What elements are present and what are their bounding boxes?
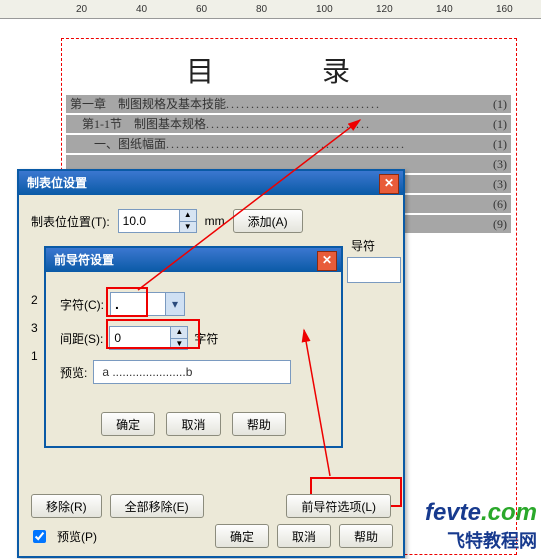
ok-button[interactable]: 确定: [101, 412, 155, 436]
chevron-down-icon[interactable]: ▾: [165, 293, 184, 315]
help-button[interactable]: 帮助: [232, 412, 286, 436]
help-button[interactable]: 帮助: [339, 524, 393, 548]
dialog-title: 前导符设置: [54, 253, 114, 267]
toc-row[interactable]: 第1-1节 制图基本规格............................…: [66, 115, 511, 133]
list-item[interactable]: 3: [31, 321, 38, 335]
spacing-label: 间距(S):: [60, 330, 103, 347]
toc-page: (6): [493, 195, 507, 213]
spacing-spinner[interactable]: ▲▼: [109, 326, 188, 350]
char-input[interactable]: [111, 293, 165, 315]
leader-group-label: 导符: [351, 237, 375, 254]
dialog-titlebar[interactable]: 制表位设置 ✕: [19, 171, 403, 195]
char-select[interactable]: ▾: [110, 292, 185, 316]
dialog-titlebar[interactable]: 前导符设置 ✕: [46, 248, 341, 272]
toc-page: (1): [493, 135, 507, 153]
remove-all-button[interactable]: 全部移除(E): [110, 494, 204, 518]
leader-settings-dialog: 前导符设置 ✕ 字符(C): ▾ 间距(S): ▲▼ 字符 预览:: [44, 246, 343, 448]
spin-down-icon[interactable]: ▼: [179, 221, 196, 233]
watermark: fevte.com 飞特教程网: [425, 499, 537, 553]
unit-label: mm: [205, 214, 225, 228]
ruler: 20 40 60 80 100 120 140 160: [0, 0, 541, 19]
toc-dots: ........................................…: [166, 135, 493, 153]
dialog-title: 制表位设置: [27, 176, 87, 190]
toc-text: 第一章 制图规格及基本技能: [70, 95, 226, 113]
toc-text: 一、图纸幅面: [70, 135, 166, 153]
list-item[interactable]: 1: [31, 349, 38, 363]
tab-position-spinner[interactable]: ▲▼: [118, 209, 197, 233]
ruler-tick: 160: [496, 4, 513, 15]
toc-page: (9): [493, 215, 507, 233]
toc-row[interactable]: 一、图纸幅面..................................…: [66, 135, 511, 153]
ruler-tick: 120: [376, 4, 393, 15]
tab-position-input[interactable]: [119, 210, 179, 232]
ruler-tick: 40: [136, 4, 147, 15]
leader-options-button[interactable]: 前导符选项(L): [286, 494, 391, 518]
preview-box: a ......................b: [93, 360, 291, 384]
ruler-tick: 20: [76, 4, 87, 15]
spin-up-icon[interactable]: ▲: [179, 210, 196, 221]
ok-button[interactable]: 确定: [215, 524, 269, 548]
ruler-tick: 100: [316, 4, 333, 15]
cancel-button[interactable]: 取消: [166, 412, 220, 436]
spacing-input[interactable]: [110, 327, 170, 349]
ruler-tick: 140: [436, 4, 453, 15]
toc-dots: .................................: [206, 115, 493, 133]
ruler-tick: 80: [256, 4, 267, 15]
toc-page: (3): [493, 155, 507, 173]
toc-page: (1): [493, 95, 507, 113]
add-button[interactable]: 添加(A): [233, 209, 303, 233]
close-icon[interactable]: ✕: [379, 174, 399, 194]
watermark-text: .com: [481, 499, 537, 526]
remove-button[interactable]: 移除(R): [31, 494, 102, 518]
ruler-tick: 60: [196, 4, 207, 15]
leader-group-input[interactable]: [347, 257, 401, 283]
toc-row[interactable]: 第一章 制图规格及基本技能...........................…: [66, 95, 511, 113]
tab-position-label: 制表位位置(T):: [31, 213, 110, 230]
list-item[interactable]: 2: [31, 293, 38, 307]
preview-label: 预览:: [60, 364, 87, 381]
toc-text: 第1-1节 制图基本规格: [70, 115, 206, 133]
spin-up-icon[interactable]: ▲: [170, 327, 187, 338]
close-icon[interactable]: ✕: [317, 251, 337, 271]
preview-checkbox[interactable]: [33, 530, 46, 543]
watermark-text: fevte: [425, 499, 481, 526]
preview-checkbox-label: 预览(P): [57, 528, 97, 545]
tab-settings-dialog: 制表位设置 ✕ 制表位位置(T): ▲▼ mm 添加(A) 导符 2 3 1 前…: [17, 169, 405, 558]
cancel-button[interactable]: 取消: [277, 524, 331, 548]
watermark-text: 飞特教程网: [425, 527, 537, 553]
doc-title: 目 录: [61, 50, 515, 90]
char-label: 字符(C):: [60, 296, 104, 313]
toc-page: (3): [493, 175, 507, 193]
spin-down-icon[interactable]: ▼: [170, 338, 187, 350]
toc-page: (1): [493, 115, 507, 133]
tab-list[interactable]: 2 3 1: [31, 279, 38, 377]
toc-dots: ...............................: [226, 95, 493, 113]
spacing-unit-label: 字符: [194, 330, 218, 347]
